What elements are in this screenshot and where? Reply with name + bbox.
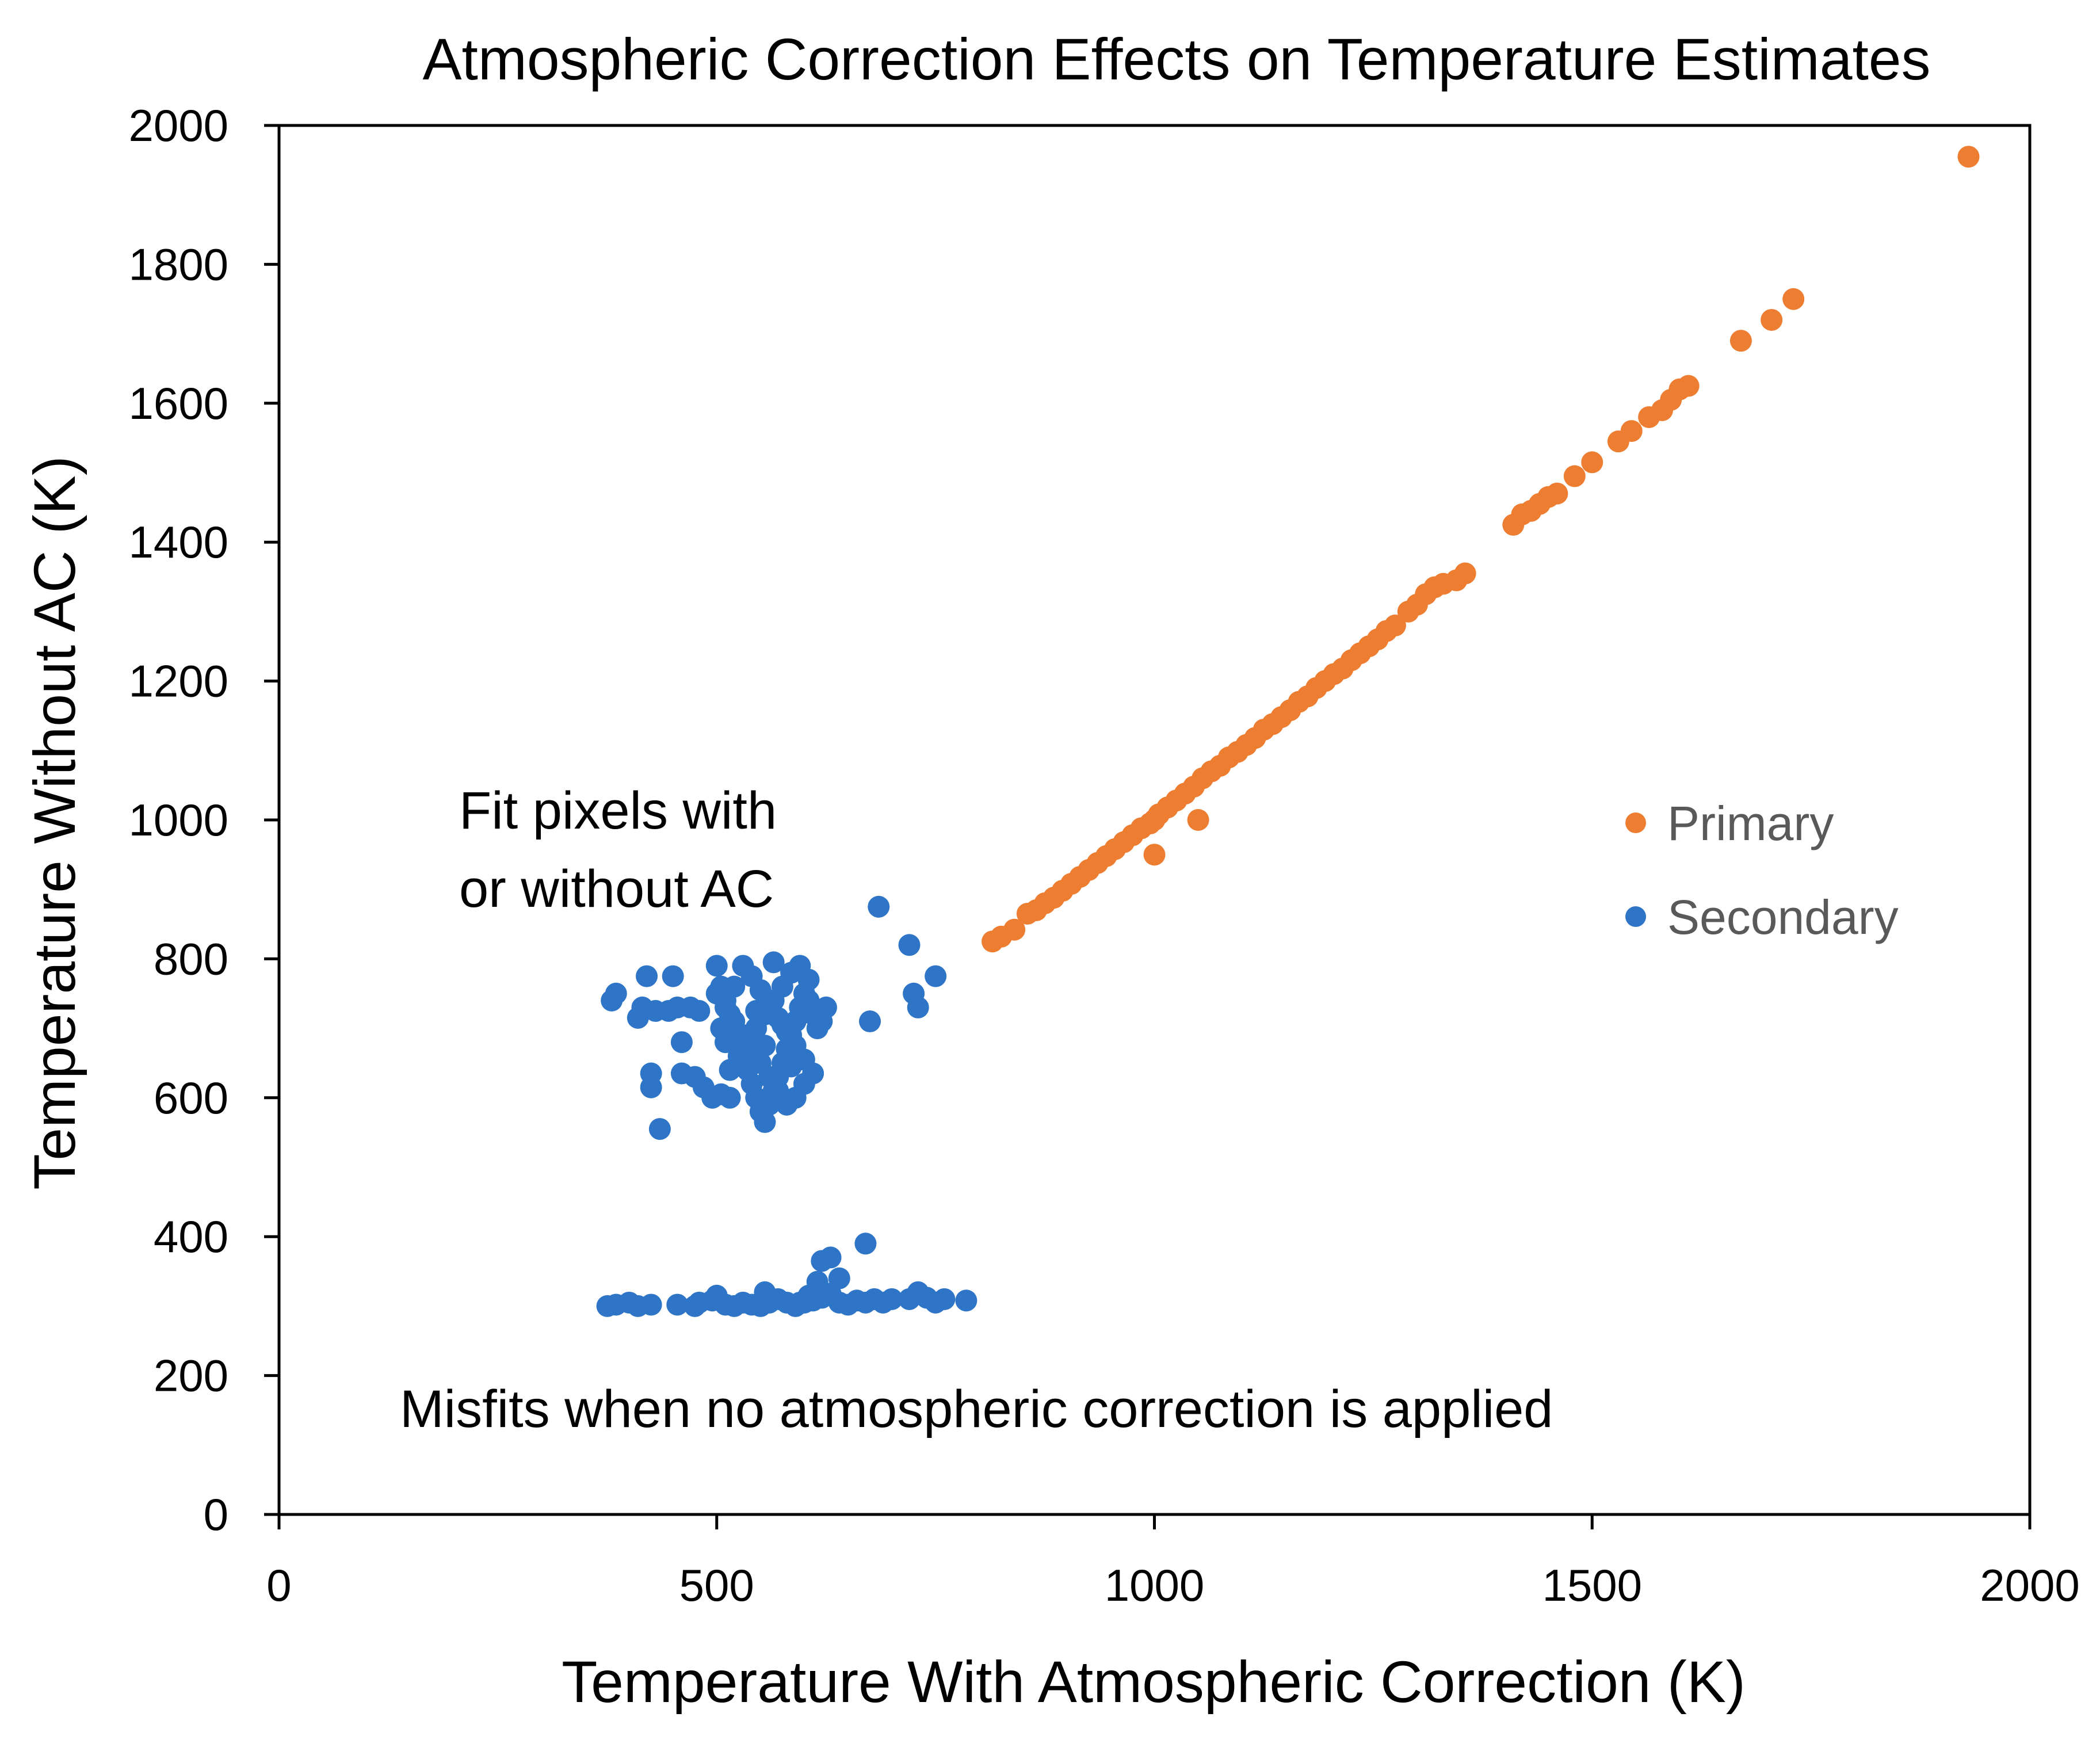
y-tick-label: 0 [204, 1489, 228, 1540]
legend-label-primary: Primary [1667, 796, 1834, 850]
y-tick-label: 1400 [128, 517, 228, 567]
secondary-point [955, 1289, 978, 1312]
primary-point [1782, 288, 1805, 310]
secondary-point [666, 1293, 689, 1316]
annotation-misfits: Misfits when no atmospheric correction i… [400, 1380, 1553, 1438]
secondary-point [828, 1267, 850, 1289]
primary-point [1957, 146, 1980, 168]
y-tick-label: 1600 [128, 378, 228, 429]
annotation-fit-pixels-line-2: or without AC [459, 860, 774, 918]
x-tick-label: 0 [266, 1560, 291, 1611]
secondary-point [806, 1270, 828, 1293]
y-tick-label: 1200 [128, 656, 228, 707]
y-tick-label: 1000 [128, 795, 228, 845]
secondary-point [640, 1076, 662, 1098]
secondary-point [719, 1086, 741, 1109]
secondary-point [819, 1246, 842, 1269]
primary-point [1563, 465, 1586, 487]
y-tick-label: 400 [154, 1211, 228, 1262]
secondary-point [762, 951, 785, 974]
secondary-point [868, 895, 890, 918]
secondary-point [771, 1014, 793, 1036]
legend: Primary Secondary [1625, 796, 1899, 944]
secondary-point [854, 1232, 877, 1255]
y-tick-label: 2000 [128, 100, 228, 151]
secondary-point [797, 989, 820, 1012]
series-primary [982, 146, 1980, 953]
y-tick-label: 800 [154, 933, 228, 984]
secondary-point [933, 1288, 956, 1310]
x-tick-label: 1500 [1542, 1560, 1642, 1611]
secondary-point [670, 1031, 693, 1054]
annotation-fit-pixels: Fit pixels with or without AC [459, 781, 777, 918]
y-tick-label: 600 [154, 1073, 228, 1123]
secondary-point [907, 996, 929, 1018]
secondary-point [605, 982, 627, 1005]
secondary-point [705, 955, 728, 977]
legend-marker-secondary [1625, 906, 1646, 927]
secondary-point [719, 1059, 741, 1081]
secondary-point [662, 965, 684, 987]
y-tick-label: 1800 [128, 239, 228, 289]
legend-marker-primary [1625, 812, 1646, 833]
primary-point [1581, 451, 1603, 474]
secondary-point [714, 1031, 736, 1054]
secondary-point [640, 1293, 662, 1316]
secondary-point [636, 965, 658, 987]
annotation-fit-pixels-line-1: Fit pixels with [459, 781, 777, 840]
x-tick-label: 500 [679, 1560, 754, 1611]
secondary-point [881, 1288, 903, 1310]
secondary-point [815, 996, 837, 1018]
primary-point [1454, 562, 1476, 585]
secondary-point [780, 1055, 803, 1078]
x-tick-label: 1000 [1105, 1560, 1205, 1611]
secondary-point [754, 1111, 776, 1134]
y-axis-label: Temperature Without AC (K) [22, 456, 87, 1189]
primary-point [1729, 330, 1752, 352]
secondary-point [898, 934, 921, 956]
legend-label-secondary: Secondary [1667, 890, 1899, 944]
secondary-point [688, 999, 711, 1022]
secondary-point [754, 1281, 776, 1303]
x-axis-label: Temperature With Atmospheric Correction … [562, 1649, 1746, 1715]
secondary-point [723, 975, 746, 998]
primary-point [1761, 308, 1783, 331]
primary-point [1143, 844, 1166, 866]
secondary-point [859, 1010, 881, 1033]
plot-area: 0 500 1000 1500 2000 0 200 400 600 800 1000 1200 140… [128, 100, 2079, 1611]
chart-title: Atmospheric Correction Effects on Temper… [422, 26, 1930, 92]
secondary-point [705, 982, 728, 1005]
secondary-point [754, 1035, 776, 1057]
x-tick-label: 2000 [1980, 1560, 2080, 1611]
primary-point [1187, 809, 1209, 831]
secondary-point [745, 999, 768, 1022]
primary-point [1546, 482, 1568, 505]
secondary-point [925, 965, 947, 987]
primary-point [1677, 375, 1700, 397]
primary-point [1620, 420, 1643, 442]
primary-point [1003, 918, 1026, 941]
primary-point [1384, 615, 1406, 637]
secondary-point [648, 1118, 671, 1140]
y-tick-label: 200 [154, 1350, 228, 1401]
series-secondary [596, 895, 978, 1317]
